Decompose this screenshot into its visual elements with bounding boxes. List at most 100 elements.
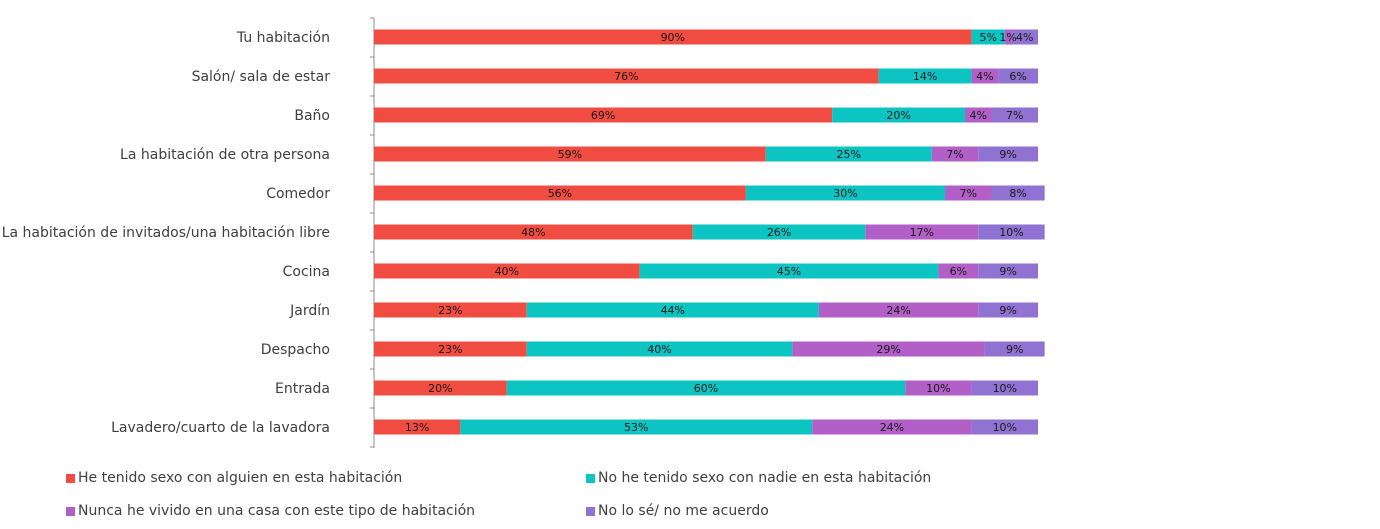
legend-label: He tenido sexo con alguien en esta habit… bbox=[78, 470, 403, 486]
data-label: 10% bbox=[993, 421, 1017, 434]
bar-segment bbox=[374, 380, 507, 396]
bar-segment bbox=[374, 185, 746, 201]
bar-segment bbox=[865, 224, 979, 240]
bar-segment bbox=[374, 302, 527, 318]
bar-segment bbox=[374, 341, 527, 357]
bar-segment bbox=[765, 146, 932, 162]
data-label: 10% bbox=[993, 382, 1017, 395]
category-label: Cocina bbox=[283, 264, 330, 280]
data-label: 59% bbox=[558, 148, 582, 161]
bar-segment bbox=[460, 419, 813, 435]
data-label: 56% bbox=[548, 187, 572, 200]
data-label: 40% bbox=[647, 343, 671, 356]
legend-swatch bbox=[66, 473, 75, 483]
legend-item: He tenido sexo con alguien en esta habit… bbox=[66, 470, 402, 486]
bar-segment bbox=[374, 146, 766, 162]
data-label: 30% bbox=[833, 187, 857, 200]
bar-segment bbox=[692, 224, 866, 240]
bar-segment bbox=[991, 185, 1045, 201]
data-label: 9% bbox=[999, 148, 1016, 161]
data-label: 7% bbox=[1006, 109, 1023, 122]
bar-segment bbox=[938, 263, 979, 279]
bar-segment bbox=[971, 29, 1005, 45]
bar-segment bbox=[745, 185, 946, 201]
legend-swatch bbox=[66, 506, 75, 516]
data-label: 44% bbox=[661, 304, 685, 317]
data-label: 20% bbox=[886, 109, 910, 122]
data-label: 6% bbox=[1009, 70, 1026, 83]
category-label: Baño bbox=[294, 108, 330, 124]
category-label: Tu habitación bbox=[236, 30, 330, 46]
category-label: La habitación de invitados/una habitació… bbox=[2, 225, 330, 241]
data-label: 4% bbox=[1016, 31, 1033, 44]
category-label: La habitación de otra persona bbox=[120, 147, 330, 163]
bar-segment bbox=[964, 107, 992, 123]
data-label: 20% bbox=[428, 382, 452, 395]
category-label: Jardín bbox=[289, 303, 330, 319]
data-label: 25% bbox=[837, 148, 861, 161]
bar-segment bbox=[818, 302, 979, 318]
legend-swatch bbox=[586, 506, 595, 516]
data-label: 9% bbox=[1006, 343, 1023, 356]
bar-segment bbox=[978, 263, 1038, 279]
data-label: 23% bbox=[438, 343, 462, 356]
data-label: 90% bbox=[661, 31, 685, 44]
data-label: 48% bbox=[521, 226, 545, 239]
data-label: 7% bbox=[960, 187, 977, 200]
data-label: 53% bbox=[624, 421, 648, 434]
bar-segment bbox=[1004, 29, 1012, 45]
bar-segment bbox=[374, 107, 833, 123]
category-label: Comedor bbox=[266, 186, 330, 202]
data-label: 1% bbox=[999, 31, 1016, 44]
data-label: 69% bbox=[591, 109, 615, 122]
bar-segment bbox=[792, 341, 985, 357]
bar-segment bbox=[978, 146, 1038, 162]
data-label: 24% bbox=[880, 421, 904, 434]
bar-segment bbox=[978, 224, 1045, 240]
bar-segment bbox=[832, 107, 965, 123]
category-label: Salón/ sala de estar bbox=[192, 69, 331, 85]
bar-segment bbox=[991, 107, 1038, 123]
data-label: 9% bbox=[999, 304, 1016, 317]
category-label: Entrada bbox=[275, 381, 330, 397]
bar-segment bbox=[945, 185, 992, 201]
bar-segment bbox=[374, 224, 693, 240]
bar-segment bbox=[998, 68, 1038, 84]
data-label: 14% bbox=[913, 70, 937, 83]
data-label: 40% bbox=[495, 265, 519, 278]
legend-label: No he tenido sexo con nadie en esta habi… bbox=[598, 470, 932, 486]
bar-segment bbox=[374, 68, 879, 84]
bar-segment bbox=[506, 380, 906, 396]
bar-segment bbox=[971, 380, 1038, 396]
category-label: Lavadero/cuarto de la lavadora bbox=[111, 420, 330, 436]
bar-segment bbox=[931, 146, 979, 162]
data-label: 6% bbox=[950, 265, 967, 278]
data-label: 23% bbox=[438, 304, 462, 317]
stacked-bar-chart: Tu habitación 90% 5% 1% 4%Salón/ sala de est… bbox=[2, 17, 1045, 448]
bar-segment bbox=[978, 302, 1038, 318]
data-label: 5% bbox=[979, 31, 996, 44]
bar-segment bbox=[971, 419, 1038, 435]
data-label: 7% bbox=[946, 148, 963, 161]
data-label: 8% bbox=[1009, 187, 1026, 200]
legend-item: No he tenido sexo con nadie en esta habi… bbox=[586, 470, 931, 486]
bar-segment bbox=[812, 419, 972, 435]
bar-segment bbox=[905, 380, 972, 396]
data-label: 10% bbox=[926, 382, 950, 395]
legend-label: Nunca he vivido en una casa con este tip… bbox=[78, 503, 476, 519]
bar-segment bbox=[526, 302, 819, 318]
bar-segment bbox=[374, 419, 461, 435]
legend-item: Nunca he vivido en una casa con este tip… bbox=[66, 503, 475, 519]
bar-segment bbox=[1011, 29, 1038, 45]
data-label: 76% bbox=[614, 70, 638, 83]
bar-segment bbox=[639, 263, 939, 279]
bar-segment bbox=[374, 263, 640, 279]
bar-segment bbox=[878, 68, 972, 84]
data-label: 29% bbox=[876, 343, 900, 356]
data-label: 9% bbox=[999, 265, 1016, 278]
bar-segment bbox=[984, 341, 1045, 357]
bar-segment bbox=[374, 29, 972, 45]
data-label: 24% bbox=[886, 304, 910, 317]
data-label: 45% bbox=[777, 265, 801, 278]
data-label: 4% bbox=[976, 70, 993, 83]
